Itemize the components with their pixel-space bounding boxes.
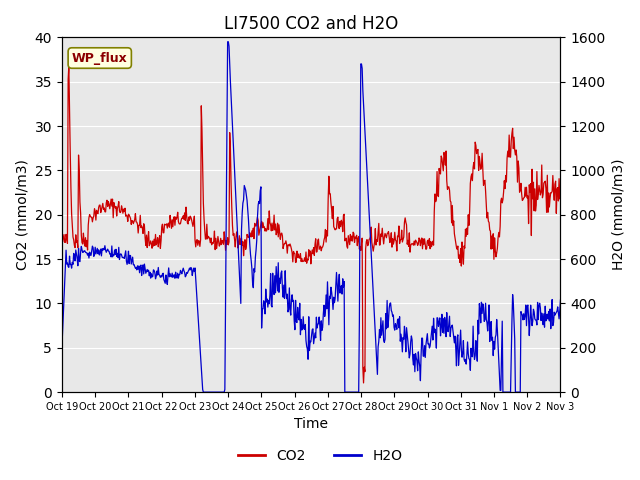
Title: LI7500 CO2 and H2O: LI7500 CO2 and H2O <box>224 15 398 33</box>
Legend: CO2, H2O: CO2, H2O <box>232 443 408 468</box>
X-axis label: Time: Time <box>294 418 328 432</box>
Text: WP_flux: WP_flux <box>72 51 127 64</box>
Y-axis label: H2O (mmol/m3): H2O (mmol/m3) <box>611 159 625 270</box>
Y-axis label: CO2 (mmol/m3): CO2 (mmol/m3) <box>15 159 29 270</box>
